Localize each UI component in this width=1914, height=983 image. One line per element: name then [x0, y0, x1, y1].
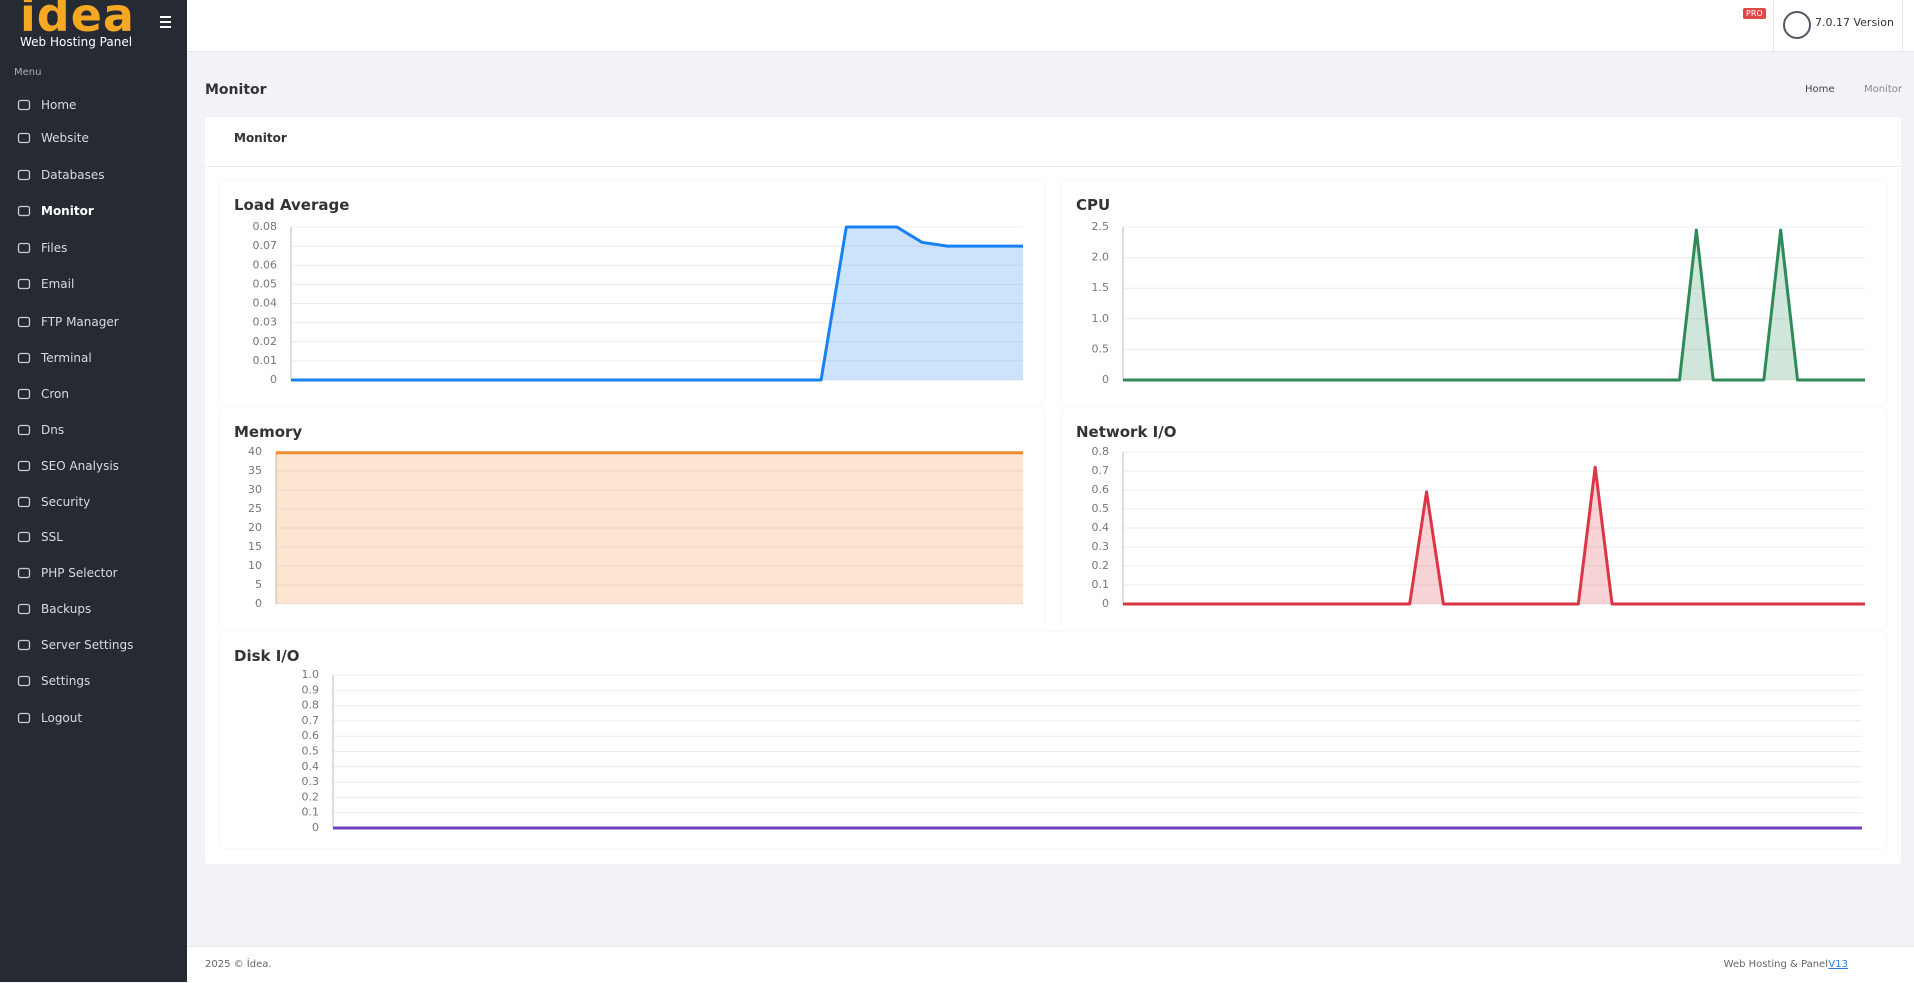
page-title: Monitor: [205, 82, 267, 98]
chart-title: Network I/O: [1076, 423, 1177, 441]
nav-icon: [17, 567, 31, 579]
nav-item[interactable]: Dns: [0, 415, 187, 445]
nav-icon: [17, 603, 31, 615]
nav-icon: [17, 132, 31, 144]
nav-icon: [17, 352, 31, 364]
nav-label: Security: [41, 495, 91, 509]
nav-label: Home: [41, 98, 77, 112]
chart-title: Load Average: [234, 196, 350, 214]
nav-item[interactable]: Cron: [0, 379, 187, 409]
chart-panel: [1062, 181, 1886, 403]
nav-item[interactable]: SEO Analysis: [0, 451, 187, 481]
breadcrumb-current: Monitor: [1864, 84, 1903, 95]
nav-icon: [17, 496, 31, 508]
nav-item[interactable]: PHP Selector: [0, 558, 187, 588]
menu-toggle[interactable]: [160, 16, 171, 31]
nav-item[interactable]: Terminal: [0, 343, 187, 373]
chart-title: Memory: [234, 423, 303, 441]
nav-icon: [17, 388, 31, 400]
user-box[interactable]: [1773, 0, 1903, 51]
logo-subtitle: Web Hosting Panel: [20, 35, 133, 49]
nav-icon: [17, 531, 31, 543]
nav-label: FTP Manager: [41, 315, 119, 329]
version: 7.0.17 Version: [1815, 16, 1894, 29]
nav-label: Backups: [41, 602, 92, 616]
nav-label: Logout: [41, 711, 83, 725]
nav-label: Website: [41, 131, 89, 145]
nav-label: SEO Analysis: [41, 459, 119, 473]
footer: 2025 © İdea. Web Hosting & Panel V13: [187, 946, 1914, 983]
copyright: 2025 © İdea.: [205, 959, 272, 970]
sidebar: idea Web Hosting Panel Menu Home Website D…: [0, 0, 187, 982]
nav-item[interactable]: Backups: [0, 594, 187, 624]
nav-label: Files: [41, 241, 68, 255]
chart-title: CPU: [1076, 196, 1111, 214]
breadcrumb-home[interactable]: Home: [1805, 84, 1835, 95]
chart-title: Disk I/O: [234, 647, 300, 665]
chart-panel: [220, 408, 1044, 627]
chart-panel: [220, 181, 1044, 403]
nav-icon: [17, 205, 31, 217]
nav-icon: [17, 278, 31, 290]
footer-text: Web Hosting & Panel: [1723, 959, 1828, 970]
nav-label: Server Settings: [41, 638, 134, 652]
nav-item[interactable]: Home: [0, 90, 187, 120]
nav-item[interactable]: FTP Manager: [0, 307, 187, 337]
nav-icon: [17, 169, 31, 181]
footer-link[interactable]: V13: [1828, 959, 1848, 970]
nav-label: Email: [41, 277, 75, 291]
nav-icon: [17, 675, 31, 687]
card-title: Monitor: [234, 131, 287, 145]
nav-icon: [17, 99, 31, 111]
nav-item[interactable]: Databases: [0, 160, 187, 190]
menu-label: Menu: [14, 67, 42, 78]
nav-label: Cron: [41, 387, 69, 401]
nav-icon: [17, 712, 31, 724]
nav-icon: [17, 242, 31, 254]
nav-label: SSL: [41, 530, 63, 544]
nav-icon: [17, 424, 31, 436]
nav-label: PHP Selector: [41, 566, 118, 580]
avatar[interactable]: [1783, 11, 1811, 39]
chart-panel: [220, 632, 1886, 848]
nav-label: Dns: [41, 423, 65, 437]
pro-badge: PRO: [1743, 8, 1766, 19]
nav-label: Terminal: [41, 351, 92, 365]
nav-icon: [17, 460, 31, 472]
nav-item[interactable]: Settings: [0, 666, 187, 696]
nav-item[interactable]: Security: [0, 487, 187, 517]
nav-icon: [17, 639, 31, 651]
nav-item[interactable]: Website: [0, 123, 187, 153]
nav-icon: [17, 316, 31, 328]
logo[interactable]: idea: [20, 0, 135, 42]
nav-label: Monitor: [41, 204, 94, 218]
nav-item[interactable]: Email: [0, 269, 187, 299]
chart-panel: [1062, 408, 1886, 627]
nav-label: Databases: [41, 168, 105, 182]
nav-item[interactable]: SSL: [0, 522, 187, 552]
nav-item[interactable]: Monitor: [0, 196, 187, 226]
topbar: [187, 0, 1914, 52]
divider: [205, 166, 1901, 167]
nav-label: Settings: [41, 674, 91, 688]
nav-item[interactable]: Logout: [0, 703, 187, 733]
nav-item[interactable]: Files: [0, 233, 187, 263]
nav-item[interactable]: Server Settings: [0, 630, 187, 660]
